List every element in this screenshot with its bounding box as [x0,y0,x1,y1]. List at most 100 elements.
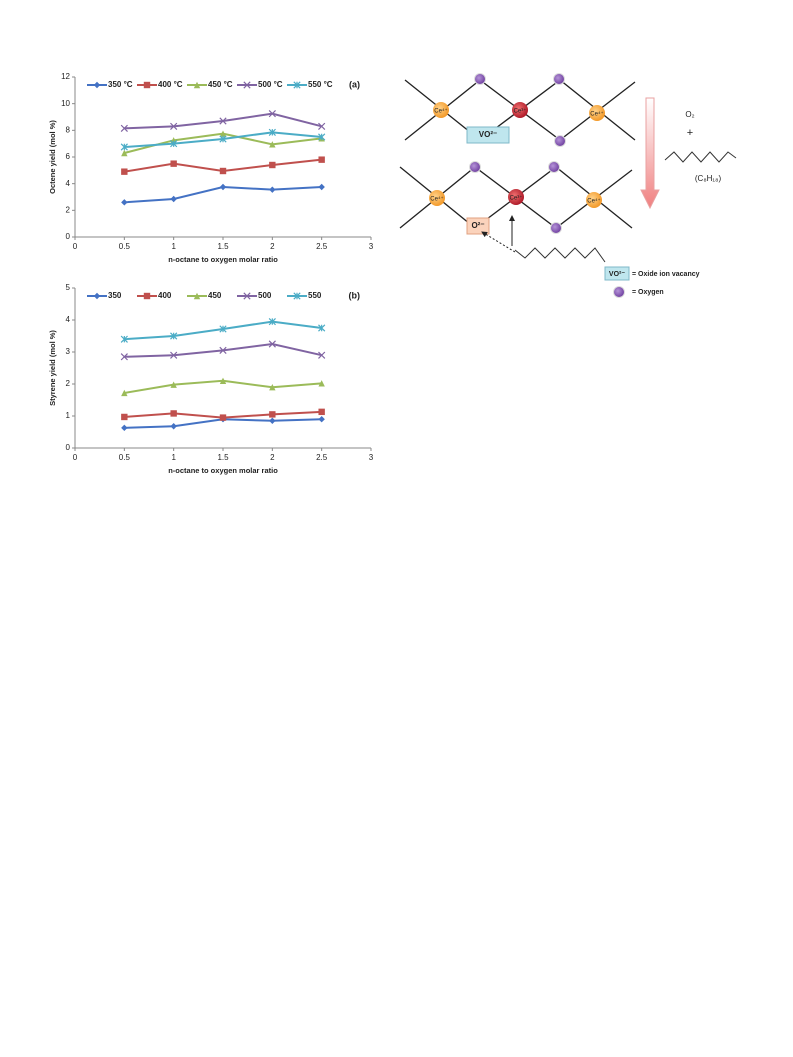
marker [120,124,128,132]
marker [170,140,178,148]
ce-atom [508,189,524,205]
x-tick-label: 1 [171,242,176,251]
marker [219,414,227,421]
marker [318,133,326,141]
marker [219,346,227,355]
ce-atom [589,105,605,121]
ce-atom [433,102,449,118]
y-tick-label: 12 [61,72,70,81]
marker [143,292,151,300]
marker [121,413,128,421]
marker [318,324,326,332]
y-tick-label: 4 [66,179,71,188]
marker [219,183,227,191]
oxygen-label: O²⁻ [471,221,484,230]
marker [268,317,276,326]
marker [170,195,177,203]
y-tick-label: 4 [66,315,71,324]
marker [120,143,128,151]
marker [120,335,128,343]
marker [318,156,325,163]
legend-text: = Oxide ion vacancy [632,271,700,278]
vacancy-box [466,126,510,144]
y-axis-label: Styrene yield (mol %) [48,330,57,406]
marker [318,416,325,423]
marker [121,149,128,157]
legend-label: 550 [308,291,322,300]
marker [121,199,128,206]
marker [143,81,151,89]
marker [193,292,201,300]
x-tick-label: 0.5 [119,242,131,251]
y-tick-label: 1 [66,411,71,420]
marker [120,353,128,361]
y-tick-label: 8 [66,125,71,134]
marker [219,167,227,175]
legend-label: 350 °C [108,80,133,89]
node-label: Ce⁴⁺ [434,108,447,115]
marker [219,325,227,333]
marker [293,292,301,300]
node-label: Ce⁴⁺ [430,196,443,203]
oxygen-atom [553,73,565,85]
marker [219,377,227,384]
x-tick-label: 0 [73,453,78,462]
node-label: Ce⁴⁺ [590,111,603,118]
marker [268,110,276,118]
legend-label: 400 [158,291,172,300]
oxygen-atom [474,73,486,85]
marker [269,161,276,169]
panel-label: (b) [349,290,361,300]
panel-label: (a) [349,79,360,89]
marker [269,411,276,418]
x-tick-label: 2 [270,242,275,251]
x-tick-label: 0.5 [119,453,131,462]
x-axis-label: n-octane to oxygen molar ratio [168,466,278,475]
plus-sign: + [687,127,693,139]
marker [269,417,276,424]
marker [269,141,276,148]
marker [318,380,325,387]
diagram: Ce⁴⁺ Ce³⁺ Ce⁴⁺ Ce⁴⁺ Ce³⁺ Ce⁴⁺ VO²⁻ O²⁻ O… [399,73,737,298]
legend-oxygen [613,286,625,298]
vacancy-label: VO²⁻ [479,130,497,139]
marker [121,389,128,397]
marker [170,351,178,359]
y-tick-label: 5 [66,283,71,292]
marker [293,81,301,89]
octane-chain [664,151,737,163]
marker [219,117,227,125]
marker [93,81,101,89]
adsorption-arrow [481,231,516,253]
legend-label: 400 °C [158,80,183,89]
marker [243,292,251,300]
marker [193,81,201,89]
legend-box [604,266,630,281]
y-tick-label: 0 [66,443,71,452]
x-tick-label: 2.5 [316,453,328,462]
oxygen-box [466,217,490,235]
y-tick-label: 10 [61,99,70,108]
marker [93,292,101,300]
marker [318,351,326,359]
marker [269,384,276,391]
reactant-label: O₂ [685,110,694,119]
y-tick-label: 6 [66,152,71,161]
marker [269,186,276,193]
oxygen-atom [550,222,562,234]
legend-label: 500 [258,291,272,300]
marker [219,135,227,143]
x-tick-label: 3 [369,242,374,251]
legend-label: 350 [108,291,122,300]
marker [170,381,177,388]
x-tick-label: 1.5 [217,453,229,462]
y-tick-label: 2 [66,379,71,388]
node-label: Ce⁴⁺ [587,198,600,205]
ce-atom [512,102,528,118]
x-axis-label: n-octane to oxygen molar ratio [168,255,278,264]
legend-label: 450 [208,291,222,300]
marker [268,340,276,348]
marker [170,410,177,417]
marker [121,168,128,175]
